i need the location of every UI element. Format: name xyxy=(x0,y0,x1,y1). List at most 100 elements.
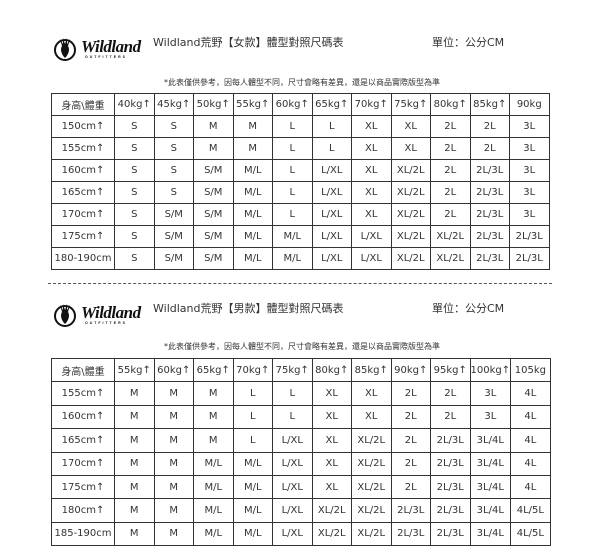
size-cell: M/L xyxy=(232,521,273,547)
size-cell: XL/2L xyxy=(351,428,392,453)
size-cell: M xyxy=(193,381,234,406)
size-cell: 3L xyxy=(469,404,512,430)
size-cell: XL/2L xyxy=(311,521,352,547)
size-cell: L/XL xyxy=(272,474,313,500)
logo-wordmark: Wildland xyxy=(81,302,141,322)
women-unit-label: 單位：公分CM xyxy=(432,36,505,49)
table-row: 180-190cm S S/M S/M M/L M/L L/XL L/XL XL/2L XL/2L… xyxy=(51,247,550,270)
deer-logo-icon xyxy=(54,304,76,327)
size-cell: 4L xyxy=(510,428,551,453)
size-cell: 2L/3L xyxy=(430,474,471,500)
size-cell: M/L xyxy=(193,521,234,547)
weight-header-cell: 75kg↑ xyxy=(272,357,313,383)
size-cell: 4L xyxy=(510,451,551,476)
size-cell: XL/2L xyxy=(351,498,392,523)
size-cell: XL/2L xyxy=(351,474,392,500)
size-cell: M xyxy=(153,474,194,500)
size-cell: M xyxy=(114,521,155,547)
height-cell: 175cm↑ xyxy=(51,474,115,500)
weight-header-cell: 100kg↑ xyxy=(469,357,512,383)
size-cell: 3L/4L xyxy=(469,498,512,523)
weight-header-cell: 95kg↑ xyxy=(430,357,471,383)
men-disclaimer-note: *此表僅供參考，因每人體型不同，尺寸會略有差異，還是以商品實際版型為準 xyxy=(164,342,440,351)
table-row: 175cm↑ M M M/L M/L L/XL XL XL/2L 2L 2L/3L 3L/4L 4L xyxy=(51,474,551,500)
size-cell: 2L xyxy=(430,381,471,406)
logo-subtitle: OUTFITTERS xyxy=(85,54,127,59)
size-cell: M xyxy=(114,451,155,476)
size-cell: M xyxy=(193,428,234,453)
size-cell: 2L/3L xyxy=(390,521,431,547)
table-row: 185-190cm M M M/L M/L L/XL XL/2L XL/2L 2L/3L 2L/3… xyxy=(51,521,551,547)
size-cell: 2L/3L xyxy=(509,247,550,270)
height-cell: 155cm↑ xyxy=(51,381,115,406)
table-row: 155cm↑ S S M M L L XL XL 2L 2L 3L xyxy=(51,137,550,160)
height-cell: 160cm↑ xyxy=(51,404,115,430)
height-cell: 180-190cm xyxy=(51,247,115,270)
logo-subtitle: OUTFITTERS xyxy=(85,320,127,325)
size-cell: S/M xyxy=(153,247,194,270)
size-cell: L xyxy=(272,381,313,406)
table-row: 165cm↑ M M M L L/XL XL XL/2L 2L 2L/3L 3L/4L 4L xyxy=(51,428,551,453)
size-cell: XL xyxy=(311,451,352,476)
weight-header-cell: 85kg↑ xyxy=(351,357,392,383)
women-size-table: 身高\體重 40kg↑ 45kg↑ 50kg↑ 55kg↑ 60kg↑ 65kg↑ 70kg↑… xyxy=(51,93,550,270)
section-divider xyxy=(48,283,552,284)
size-cell: M xyxy=(153,428,194,453)
size-cell: 2L xyxy=(390,474,431,500)
size-cell: L xyxy=(232,404,273,430)
size-cell: M/L xyxy=(232,451,273,476)
size-cell: 2L xyxy=(390,428,431,453)
size-cell: 2L xyxy=(390,451,431,476)
size-cell: L/XL xyxy=(272,428,313,453)
size-cell: XL/2L xyxy=(351,451,392,476)
size-cell: 2L/3L xyxy=(430,521,471,547)
size-cell: 2L/3L xyxy=(430,498,471,523)
size-cell: XL/2L xyxy=(390,247,431,270)
height-cell: 180cm↑ xyxy=(51,498,115,523)
size-cell: M/L xyxy=(193,451,234,476)
table-row: 155cm↑ M M M L L XL XL 2L 2L 3L 4L xyxy=(51,381,551,406)
size-cell: M xyxy=(153,404,194,430)
size-cell: M/L xyxy=(232,498,273,523)
size-cell: XL xyxy=(311,381,352,406)
size-cell: 3L/4L xyxy=(469,451,512,476)
size-cell: 2L/3L xyxy=(430,428,471,453)
size-cell: L xyxy=(272,404,313,430)
size-cell: S xyxy=(114,247,155,270)
size-cell: 2L xyxy=(390,404,431,430)
size-cell: M xyxy=(153,521,194,547)
table-row: 165cm↑ S S S/M M/L L L/XL XL XL/2L 2L 2L/3L 3L xyxy=(51,181,550,204)
size-cell: M xyxy=(193,404,234,430)
size-cell: XL xyxy=(311,474,352,500)
size-cell: XL/2L xyxy=(311,498,352,523)
size-cell: 3L xyxy=(469,381,512,406)
men-chart-title: Wildland荒野【男款】體型對照尺碼表 xyxy=(153,302,344,315)
size-cell: 3L/4L xyxy=(469,521,512,547)
wildland-logo: Wildland OUTFITTERS xyxy=(53,300,141,328)
size-cell: 2L/3L xyxy=(390,498,431,523)
weight-header-cell: 70kg↑ xyxy=(232,357,273,383)
size-cell: M/L xyxy=(193,474,234,500)
weight-header-cell: 65kg↑ xyxy=(193,357,234,383)
table-row: 175cm↑ S S/M S/M M/L M/L L/XL L/XL XL/2L XL/2L 2L/… xyxy=(51,225,550,248)
size-cell: 2L/3L xyxy=(430,451,471,476)
size-cell: XL xyxy=(351,381,392,406)
size-cell: 3L/4L xyxy=(469,474,512,500)
size-cell: XL xyxy=(311,404,352,430)
size-cell: L/XL xyxy=(272,451,313,476)
women-disclaimer-note: *此表僅供參考，因每人體型不同，尺寸會略有差異，還是以商品實際版型為準 xyxy=(164,78,440,87)
table-row: 170cm↑ M M M/L M/L L/XL XL XL/2L 2L 2L/3L 3L/4L 4L xyxy=(51,451,551,476)
men-size-table: 身高\體重 55kg↑ 60kg↑ 65kg↑ 70kg↑ 75kg↑ 80kg↑ 85kg↑… xyxy=(51,357,551,547)
weight-header-cell: 60kg↑ xyxy=(153,357,194,383)
logo-wordmark: Wildland xyxy=(81,36,141,56)
table-header-row: 身高\體重 55kg↑ 60kg↑ 65kg↑ 70kg↑ 75kg↑ 80kg↑ 85kg↑… xyxy=(51,357,551,383)
wildland-logo: Wildland OUTFITTERS xyxy=(53,34,141,62)
height-cell: 185-190cm xyxy=(51,521,115,547)
height-cell: 165cm↑ xyxy=(51,428,115,453)
size-cell: L/XL xyxy=(272,521,313,547)
weight-header-cell: 90kg xyxy=(509,93,550,116)
size-cell: 4L/5L xyxy=(510,498,551,523)
deer-logo-icon xyxy=(54,38,76,61)
table-row: 150cm↑ S S M M L L XL XL 2L 2L 3L xyxy=(51,115,550,138)
size-cell: 2L xyxy=(430,404,471,430)
